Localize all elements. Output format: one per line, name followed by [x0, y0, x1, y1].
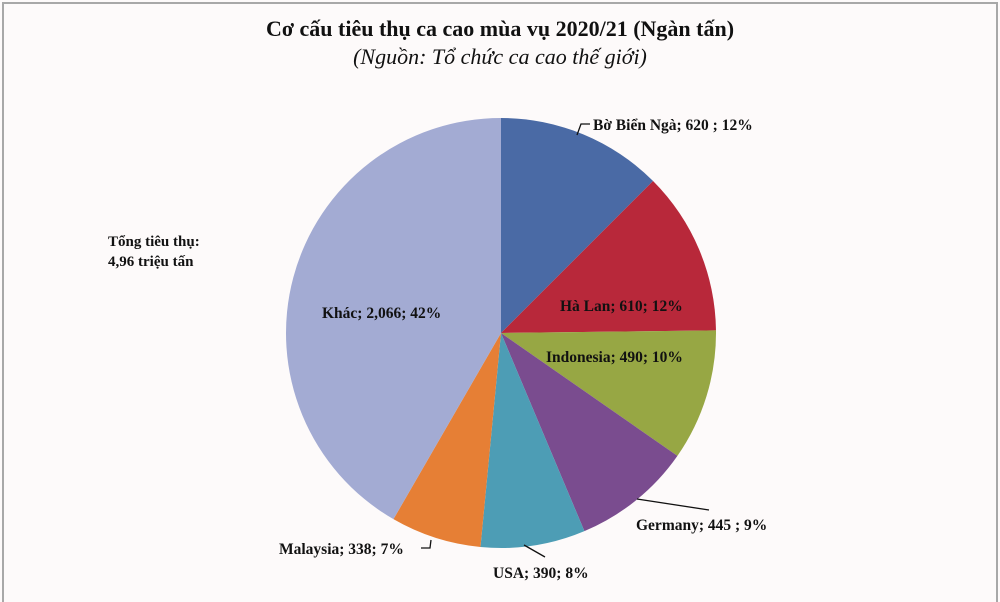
label-indonesia: Indonesia; 490; 10%	[546, 349, 683, 366]
label-usa: USA; 390; 8%	[493, 565, 589, 582]
pie-slice-indonesia	[501, 330, 716, 456]
chart-subtitle: (Nguồn: Tổ chức ca cao thế giới)	[353, 44, 647, 69]
leader-line-malaysia	[421, 539, 432, 549]
label-khac: Khác; 2,066; 42%	[322, 305, 441, 322]
leader-line-germany	[636, 498, 710, 511]
pie-slice-hà-lan	[501, 180, 716, 333]
total-annotation-line2: 4,96 triệu tấn	[108, 254, 194, 270]
leader-line-bo-bien-nga	[576, 123, 590, 136]
label-germany: Germany; 445 ; 9%	[636, 517, 767, 534]
label-bo-bien-nga: Bờ Biển Ngà; 620 ; 12%	[593, 117, 753, 134]
pie-slice-bờ-biển-ngà	[501, 118, 654, 333]
pie-slices	[286, 118, 716, 548]
label-ha-lan: Hà Lan; 610; 12%	[560, 298, 683, 315]
total-annotation-line1: Tổng tiêu thụ:	[108, 234, 200, 250]
total-annotation: Tổng tiêu thụ: 4,96 triệu tấn	[108, 232, 200, 272]
leader-lines	[421, 123, 710, 558]
leader-line-usa	[523, 544, 546, 558]
chart-title: Cơ cấu tiêu thụ ca cao mùa vụ 2020/21 (N…	[265, 16, 735, 41]
pie-slice-usa	[480, 333, 585, 548]
pie-slice-malaysia	[393, 333, 501, 548]
pie-slice-khác	[286, 118, 501, 520]
pie-slice-germany	[501, 333, 678, 532]
label-malaysia: Malaysia; 338; 7%	[279, 541, 404, 558]
